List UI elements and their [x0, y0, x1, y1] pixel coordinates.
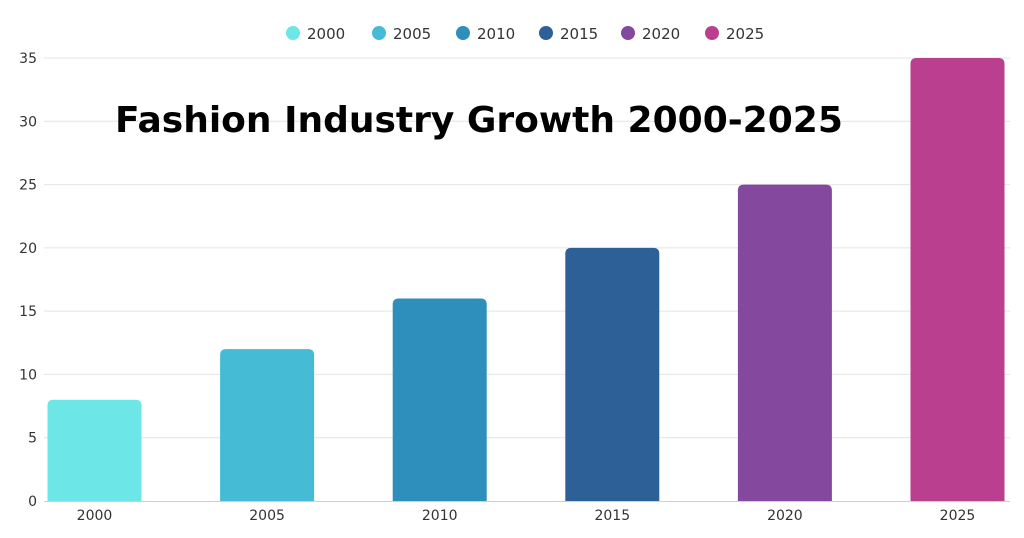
x-tick-label: 2015: [594, 508, 630, 524]
legend-label: 2000: [307, 25, 345, 43]
legend-label: 2025: [726, 25, 764, 43]
y-axis-ticks: 0 5 10 15 20 25 30 35: [19, 51, 37, 510]
x-axis-ticks: 2000 2005 2010 2015 2020 2025: [77, 508, 976, 524]
legend-swatch: [456, 26, 470, 40]
x-tick-label: 2005: [249, 508, 285, 524]
legend-label: 2010: [477, 25, 515, 43]
x-tick-label: 2025: [940, 508, 976, 524]
chart-title: Fashion Industry Growth 2000-2025: [115, 100, 843, 141]
legend-label: 2020: [642, 25, 680, 43]
bar-2015: [565, 247, 660, 501]
bars: [47, 58, 1005, 502]
y-tick-label: 35: [19, 51, 37, 67]
bar-2020: [737, 184, 832, 502]
y-tick-label: 30: [19, 114, 37, 130]
legend: 2000 2005 2010 2015 2020 2025: [286, 25, 764, 43]
y-tick-label: 5: [28, 431, 37, 447]
bar-2025: [910, 58, 1005, 501]
legend-swatch: [372, 26, 386, 40]
x-tick-label: 2010: [422, 508, 458, 524]
legend-swatch: [621, 26, 635, 40]
legend-swatch: [286, 26, 300, 40]
x-tick-label: 2000: [77, 508, 113, 524]
y-tick-label: 25: [19, 178, 37, 194]
legend-label: 2015: [560, 25, 598, 43]
y-tick-label: 10: [19, 367, 37, 383]
y-tick-label: 20: [19, 241, 37, 257]
gridlines: [44, 57, 1010, 439]
bar-2000: [47, 399, 142, 501]
legend-swatch: [539, 26, 553, 40]
y-tick-label: 15: [19, 304, 37, 320]
bar-2010: [392, 298, 487, 501]
legend-label: 2005: [393, 25, 431, 43]
bar-2005: [220, 349, 315, 501]
legend-swatch: [705, 26, 719, 40]
x-tick-label: 2020: [767, 508, 803, 524]
y-tick-label: 0: [28, 494, 37, 510]
